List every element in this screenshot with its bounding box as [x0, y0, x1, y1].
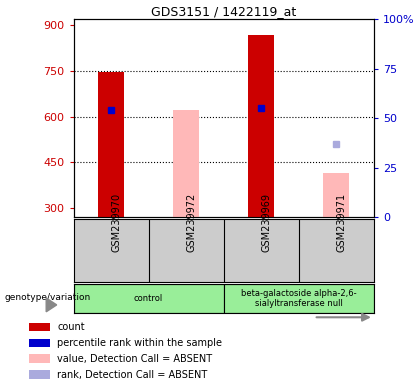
Text: GSM239971: GSM239971: [336, 192, 346, 252]
Text: value, Detection Call = ABSENT: value, Detection Call = ABSENT: [57, 354, 213, 364]
Text: GSM239970: GSM239970: [111, 192, 121, 252]
Bar: [173, 111, 199, 217]
Text: count: count: [57, 322, 85, 332]
Bar: [98, 71, 124, 217]
Title: GDS3151 / 1422119_at: GDS3151 / 1422119_at: [151, 5, 296, 18]
Bar: [29, 339, 50, 348]
Text: GSM239972: GSM239972: [186, 192, 196, 252]
Text: genotype/variation: genotype/variation: [4, 293, 90, 301]
Text: rank, Detection Call = ABSENT: rank, Detection Call = ABSENT: [57, 370, 207, 380]
Text: percentile rank within the sample: percentile rank within the sample: [57, 338, 222, 348]
Bar: [29, 323, 50, 331]
Bar: [29, 370, 50, 379]
Bar: [323, 173, 349, 217]
Text: control: control: [134, 294, 163, 303]
Bar: [223, 284, 374, 313]
Text: beta-galactoside alpha-2,6-
sialyltransferase null: beta-galactoside alpha-2,6- sialyltransf…: [241, 289, 357, 308]
Text: GSM239969: GSM239969: [261, 192, 271, 252]
Bar: [29, 354, 50, 363]
Bar: [248, 35, 274, 217]
Bar: [74, 284, 223, 313]
